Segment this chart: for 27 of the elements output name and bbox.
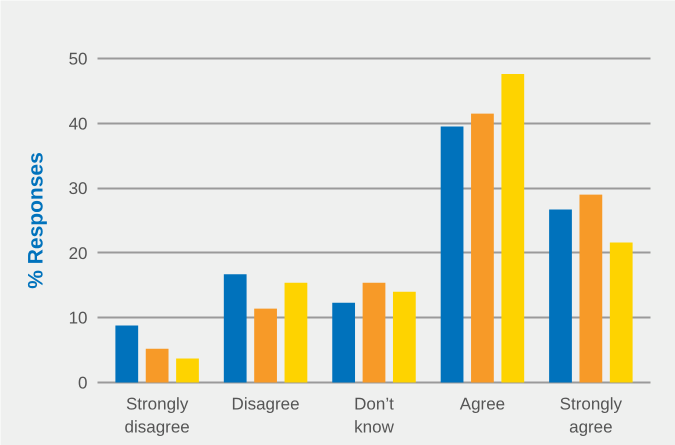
bar <box>115 325 138 382</box>
bar <box>254 308 277 382</box>
y-axis-title: % Responses <box>24 152 48 289</box>
bar <box>471 114 494 382</box>
bar <box>224 274 247 382</box>
bar <box>549 209 572 382</box>
x-tick-label: Strongly agree <box>560 394 623 436</box>
y-tick-label: 40 <box>68 114 88 134</box>
bar <box>176 358 199 382</box>
bar <box>579 194 602 382</box>
bar <box>146 348 169 382</box>
x-tick-label: Strongly disagree <box>124 394 190 436</box>
bar <box>332 302 356 382</box>
bar <box>440 126 464 382</box>
y-tick-label: 0 <box>78 374 88 392</box>
bar <box>610 242 633 382</box>
y-tick-label: 10 <box>68 308 88 328</box>
y-tick-label: 50 <box>68 50 88 68</box>
x-tick-label: Don’t know <box>354 394 395 436</box>
y-tick-label: 20 <box>68 244 88 263</box>
bar <box>392 292 416 382</box>
bar <box>362 282 386 382</box>
y-tick-label: 30 <box>68 179 88 198</box>
bar <box>284 282 308 382</box>
x-tick-label: Agree <box>460 394 506 414</box>
x-tick-label: Disagree <box>232 394 300 414</box>
bar <box>501 74 524 382</box>
